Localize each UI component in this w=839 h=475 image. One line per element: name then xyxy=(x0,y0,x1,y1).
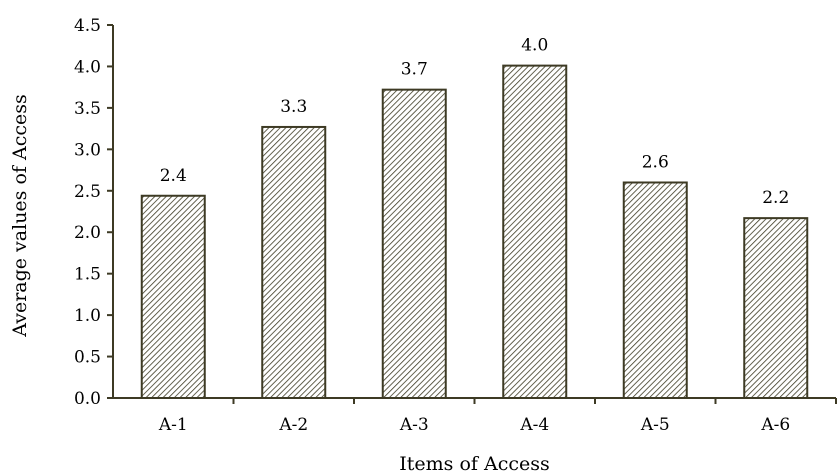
bar-a-2 xyxy=(261,125,327,399)
y-tick-label: 4.0 xyxy=(74,57,101,77)
y-tick-label: 1.5 xyxy=(74,265,101,285)
y-tick-label: 4.5 xyxy=(74,16,101,36)
bar-a-4 xyxy=(502,64,568,399)
data-label: 2.6 xyxy=(642,152,669,172)
x-tick-label: A-1 xyxy=(158,415,188,435)
y-tick-label: 1.0 xyxy=(74,306,101,326)
y-axis-ticks: 0.0 0.5 1.0 1.5 2.0 2.5 3.0 3.5 4.0 4.5 xyxy=(74,16,113,409)
y-axis-title: Average values of Access xyxy=(9,94,31,337)
x-axis-title: Items of Access xyxy=(399,453,549,475)
y-tick-label: 3.0 xyxy=(74,140,101,160)
x-tick-label: A-4 xyxy=(519,415,549,435)
bar-a-6 xyxy=(743,217,809,399)
y-tick-label: 0.0 xyxy=(74,389,101,409)
bar-a-5 xyxy=(622,181,688,399)
y-tick-label: 2.0 xyxy=(74,223,101,243)
x-axis-ticks: A-1 A-2 A-3 A-4 A-5 A-6 xyxy=(158,398,837,435)
bars xyxy=(140,64,809,400)
data-label: 3.3 xyxy=(280,97,307,117)
data-label: 3.7 xyxy=(401,60,428,80)
x-tick-label: A-6 xyxy=(760,415,790,435)
data-label: 2.4 xyxy=(160,166,187,186)
bar-a-1 xyxy=(140,194,206,399)
x-tick-label: A-2 xyxy=(278,415,308,435)
y-tick-label: 0.5 xyxy=(74,348,101,368)
y-tick-label: 3.5 xyxy=(74,99,101,119)
bar-a-3 xyxy=(381,88,447,400)
data-labels: 2.4 3.3 3.7 4.0 2.6 2.2 xyxy=(160,36,790,209)
x-tick-label: A-3 xyxy=(399,415,429,435)
data-label: 2.2 xyxy=(762,188,789,208)
y-tick-label: 2.5 xyxy=(74,182,101,202)
x-tick-label: A-5 xyxy=(640,415,670,435)
data-label: 4.0 xyxy=(521,36,548,56)
